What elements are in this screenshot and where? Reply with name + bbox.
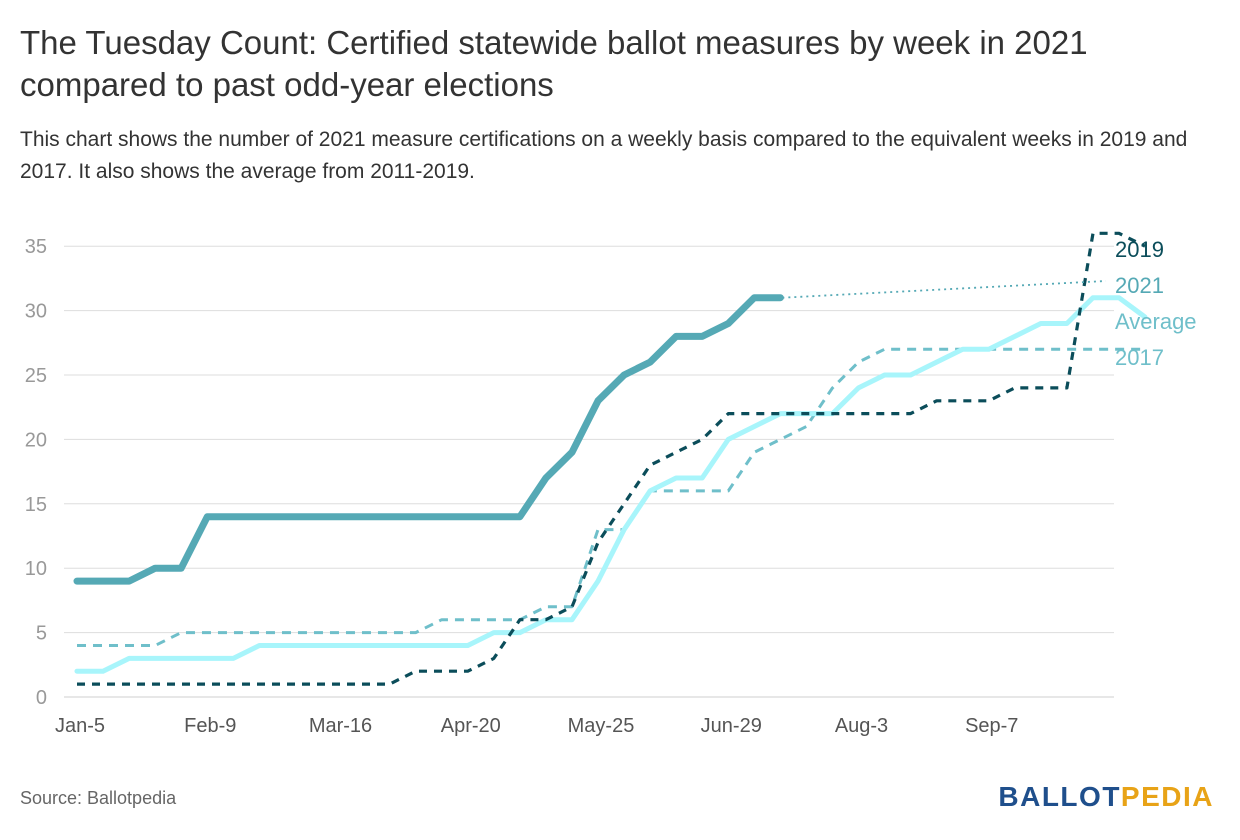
x-tick-label: Apr-20 (441, 715, 501, 737)
series-label-2021: 2021 (1115, 273, 1164, 298)
series-line-2019 (77, 231, 1146, 686)
series-line-average (74, 295, 1148, 674)
series-line-2017 (77, 347, 1145, 647)
y-tick-label: 5 (36, 623, 47, 645)
gridlines (64, 245, 1114, 698)
ballotpedia-logo: BALLOTPEDIA (998, 781, 1214, 813)
y-tick-label: 15 (25, 494, 47, 516)
x-tick-label: Sep-7 (965, 715, 1018, 737)
logo-part-pedia: PEDIA (1120, 781, 1214, 812)
source-note: Source: Ballotpedia (20, 788, 177, 808)
chart-title: The Tuesday Count: Certified statewide b… (20, 24, 1088, 103)
y-tick-label: 25 (25, 365, 47, 387)
series-label-2017: 2017 (1115, 345, 1164, 370)
series-label-average: Average (1115, 309, 1197, 334)
chart-subtitle: This chart shows the number of 2021 meas… (20, 128, 1188, 183)
y-axis: 0 5 10 15 20 25 30 35 (25, 236, 47, 709)
series-projection-2021 (782, 280, 1107, 299)
x-tick-label: Jan-5 (55, 715, 105, 737)
series-label-2019: 2019 (1115, 237, 1164, 262)
x-tick-label: Mar-16 (309, 715, 372, 737)
x-tick-label: Jun-29 (701, 715, 762, 737)
series-line-2021 (73, 294, 784, 585)
x-tick-label: May-25 (568, 715, 635, 737)
series-labels: 2019 2021 Average 2017 (1115, 237, 1197, 370)
y-tick-label: 10 (25, 558, 47, 580)
y-tick-label: 20 (25, 429, 47, 451)
x-axis: Jan-5 Feb-9 Mar-16 Apr-20 May-25 Jun-29 Aug-3 S… (55, 715, 1018, 737)
x-tick-label: Aug-3 (835, 715, 888, 737)
y-tick-label: 30 (25, 301, 47, 323)
logo-part-ballot: BALLOT (998, 781, 1121, 812)
x-tick-label: Feb-9 (184, 715, 236, 737)
series-lines (73, 231, 1148, 686)
y-tick-label: 0 (36, 687, 47, 709)
y-tick-label: 35 (25, 236, 47, 258)
line-chart: 0 5 10 15 20 25 30 35 Jan-5 Feb-9 Mar-16 Apr-20 May… (25, 231, 1197, 737)
